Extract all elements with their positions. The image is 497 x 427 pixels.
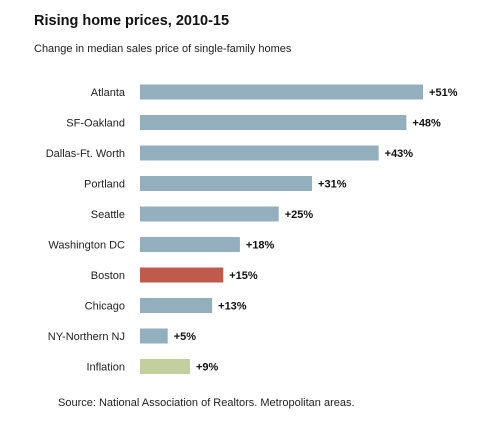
value-label: +13% — [218, 301, 247, 313]
value-label: +25% — [285, 209, 314, 221]
category-label: Portland — [84, 179, 125, 191]
value-label: +18% — [246, 240, 275, 252]
chart-title: Rising home prices, 2010-15 — [34, 13, 230, 29]
value-label: +43% — [385, 148, 414, 160]
category-label: Chicago — [85, 301, 125, 313]
category-label: SF-Oakland — [66, 118, 125, 130]
bar — [140, 84, 424, 100]
chart-source: Source: National Association of Realtors… — [58, 397, 355, 409]
value-label: +9% — [196, 362, 219, 374]
bar — [140, 359, 190, 374]
category-label: Boston — [91, 270, 125, 282]
value-label: +48% — [412, 118, 441, 130]
category-label: Atlanta — [91, 87, 126, 99]
bar — [140, 298, 213, 313]
category-label: Washington DC — [48, 240, 125, 252]
category-label: Dallas-Ft. Worth — [46, 148, 125, 160]
bar — [140, 176, 313, 191]
value-label: +51% — [429, 87, 458, 99]
category-label: Inflation — [86, 362, 125, 374]
bar — [140, 206, 279, 222]
bar — [140, 237, 240, 252]
bar — [140, 115, 407, 130]
bar — [140, 145, 379, 161]
bar — [140, 267, 224, 283]
category-label: NY-Northern NJ — [48, 331, 125, 343]
bar — [140, 328, 168, 344]
value-label: +5% — [174, 331, 197, 343]
value-label: +15% — [229, 270, 258, 282]
category-label: Seattle — [91, 209, 125, 221]
chart-subtitle: Change in median sales price of single-f… — [34, 43, 292, 55]
value-label: +31% — [318, 179, 347, 191]
